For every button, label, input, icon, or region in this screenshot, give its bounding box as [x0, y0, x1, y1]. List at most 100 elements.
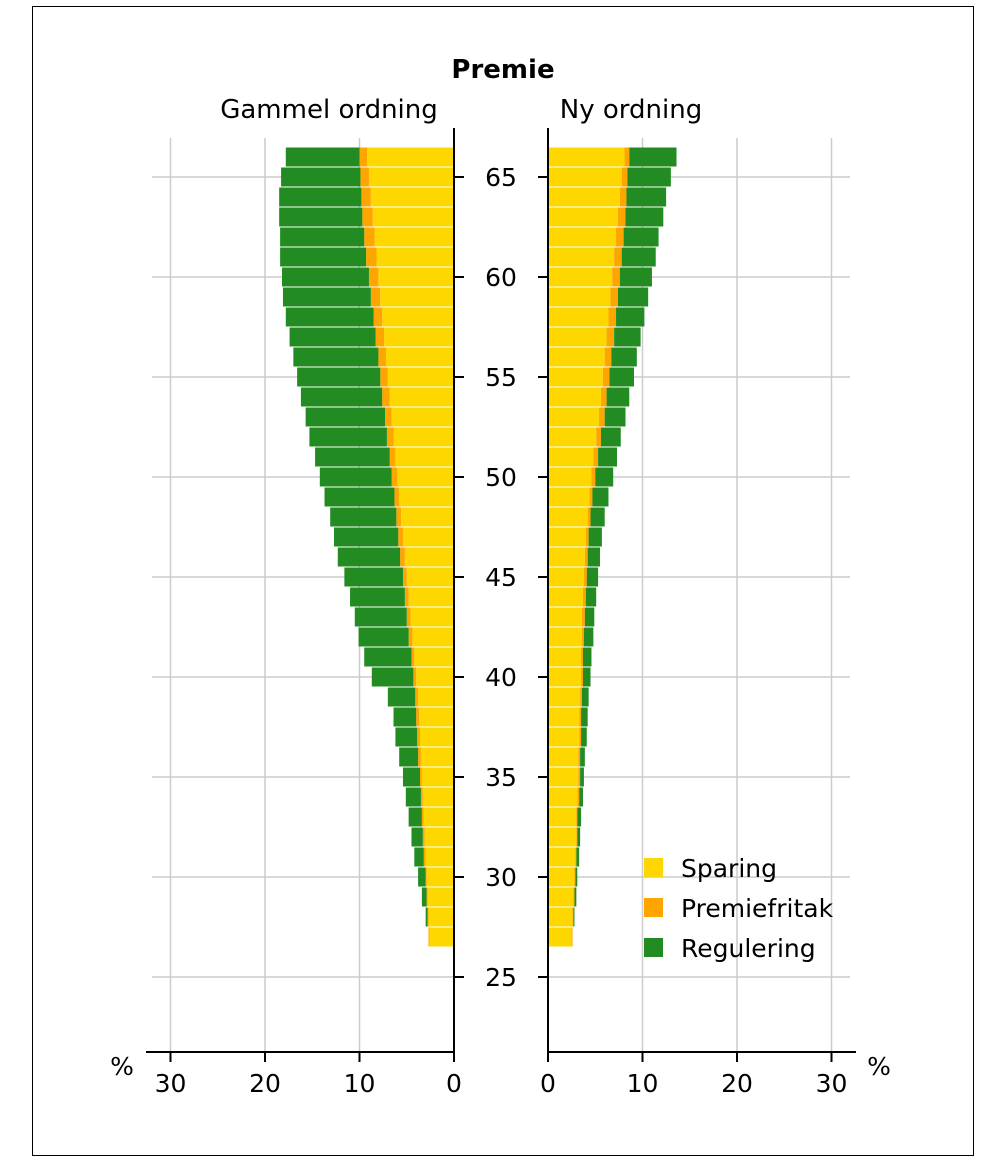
bar-new-sparing-44: [548, 587, 583, 607]
bar-old-regulering-59: [282, 287, 371, 307]
bar-new-regulering-41: [582, 647, 592, 667]
bar-new-sparing-66: [548, 147, 625, 167]
bar-old-regulering-46: [337, 547, 401, 567]
bar-old-sparing-42: [412, 627, 454, 647]
legend-label-regulering: Regulering: [681, 934, 816, 963]
bar-old-premiefritak-40: [413, 667, 417, 687]
bar-old-sparing-48: [401, 507, 454, 527]
bar-new-sparing-51: [548, 447, 594, 467]
bar-old-regulering-56: [293, 347, 379, 367]
value-tick-label-new-10: 10: [627, 1069, 659, 1098]
bar-new-sparing-53: [548, 407, 600, 427]
bar-new-premiefritak-52: [596, 427, 601, 447]
bar-old-premiefritak-30: [425, 867, 427, 887]
age-tick-label-40: 40: [485, 663, 517, 692]
bar-new-sparing-33: [548, 807, 577, 827]
bar-new-regulering-38: [581, 707, 588, 727]
bar-new-premiefritak-39: [580, 687, 583, 707]
bar-old-premiefritak-33: [421, 807, 424, 827]
bar-old-premiefritak-51: [389, 447, 396, 467]
bar-old-sparing-50: [397, 467, 454, 487]
value-tick-label-old-20: 20: [249, 1069, 281, 1098]
bar-old-premiefritak-46: [400, 547, 405, 567]
bar-old-premiefritak-41: [411, 647, 415, 667]
bar-old-premiefritak-66: [359, 147, 368, 167]
bar-new-regulering-57: [614, 327, 641, 347]
bar-old-regulering-29: [421, 887, 427, 907]
bar-new-regulering-44: [585, 587, 597, 607]
bar-old-premiefritak-36: [418, 747, 421, 767]
bar-new-sparing-46: [548, 547, 585, 567]
bar-new-premiefritak-42: [582, 627, 584, 647]
bar-old-regulering-30: [418, 867, 426, 887]
bar-new-regulering-29: [574, 887, 577, 907]
bar-new-sparing-35: [548, 767, 579, 787]
bar-new-sparing-52: [548, 427, 597, 447]
bar-new-premiefritak-30: [574, 867, 576, 887]
age-tick-label-45: 45: [485, 563, 517, 592]
bar-new-regulering-53: [604, 407, 626, 427]
bar-new-sparing-57: [548, 327, 607, 347]
bar-old-sparing-47: [402, 527, 454, 547]
bar-old-premiefritak-64: [361, 187, 371, 207]
bar-new-sparing-34: [548, 787, 578, 807]
bar-new-regulering-42: [583, 627, 594, 647]
bar-new-premiefritak-47: [585, 527, 589, 547]
bar-new-premiefritak-56: [604, 347, 612, 367]
bar-old-regulering-34: [405, 787, 421, 807]
bar-old-premiefritak-54: [382, 387, 390, 407]
bar-old-sparing-46: [404, 547, 454, 567]
bar-old-premiefritak-29: [426, 887, 428, 907]
age-tick-label-30: 30: [485, 863, 517, 892]
bar-old-sparing-66: [367, 147, 454, 167]
bar-new-sparing-63: [548, 207, 618, 227]
bar-new-sparing-55: [548, 367, 603, 387]
bar-old-premiefritak-27: [428, 927, 430, 947]
bar-old-premiefritak-34: [420, 787, 423, 807]
bar-new-sparing-43: [548, 607, 583, 627]
bar-old-sparing-34: [422, 787, 454, 807]
bar-old-sparing-38: [419, 707, 454, 727]
bar-old-regulering-48: [330, 507, 397, 527]
bar-old-regulering-42: [358, 627, 409, 647]
bar-new-sparing-64: [548, 187, 620, 207]
bar-new-regulering-47: [588, 527, 602, 547]
bar-old-premiefritak-62: [364, 227, 375, 247]
bar-new-premiefritak-31: [575, 847, 577, 867]
bar-old-sparing-62: [374, 227, 454, 247]
bar-old-regulering-31: [414, 847, 424, 867]
bar-old-sparing-43: [410, 607, 454, 627]
bar-new-regulering-39: [582, 687, 589, 707]
bar-new-premiefritak-28: [572, 907, 574, 927]
bar-old-regulering-50: [319, 467, 392, 487]
bar-old-premiefritak-57: [375, 327, 385, 347]
bar-old-premiefritak-59: [370, 287, 381, 307]
bar-old-premiefritak-32: [422, 827, 425, 847]
bar-old-regulering-63: [279, 207, 363, 227]
bar-old-sparing-39: [418, 687, 454, 707]
bar-old-sparing-51: [395, 447, 454, 467]
bar-new-sparing-58: [548, 307, 609, 327]
bar-old-sparing-52: [393, 427, 454, 447]
bar-old-regulering-58: [285, 307, 374, 327]
bar-new-premiefritak-53: [599, 407, 605, 427]
bar-new-premiefritak-62: [616, 227, 624, 247]
bar-new-sparing-32: [548, 827, 577, 847]
bar-old-regulering-39: [387, 687, 416, 707]
bar-old-premiefritak-65: [360, 167, 369, 187]
unit-label-left: %: [110, 1052, 134, 1081]
bar-new-regulering-59: [617, 287, 649, 307]
bar-new-regulering-66: [629, 147, 677, 167]
bar-old-regulering-28: [425, 907, 428, 927]
age-tick-label-60: 60: [485, 263, 517, 292]
bar-old-regulering-43: [354, 607, 407, 627]
legend: Sparing Premiefritak Regulering: [644, 854, 834, 963]
bar-old-sparing-63: [372, 207, 454, 227]
bar-new-sparing-65: [548, 167, 622, 187]
bar-new-premiefritak-34: [577, 787, 580, 807]
bar-new-regulering-58: [616, 307, 645, 327]
bar-new-premiefritak-54: [600, 387, 607, 407]
bar-old-regulering-64: [279, 187, 362, 207]
axis-labels: 25 30 35 40 45 50 55 60 65 0 0 10 10 20 20 30 30: [155, 163, 848, 1098]
bar-new-regulering-49: [592, 487, 609, 507]
